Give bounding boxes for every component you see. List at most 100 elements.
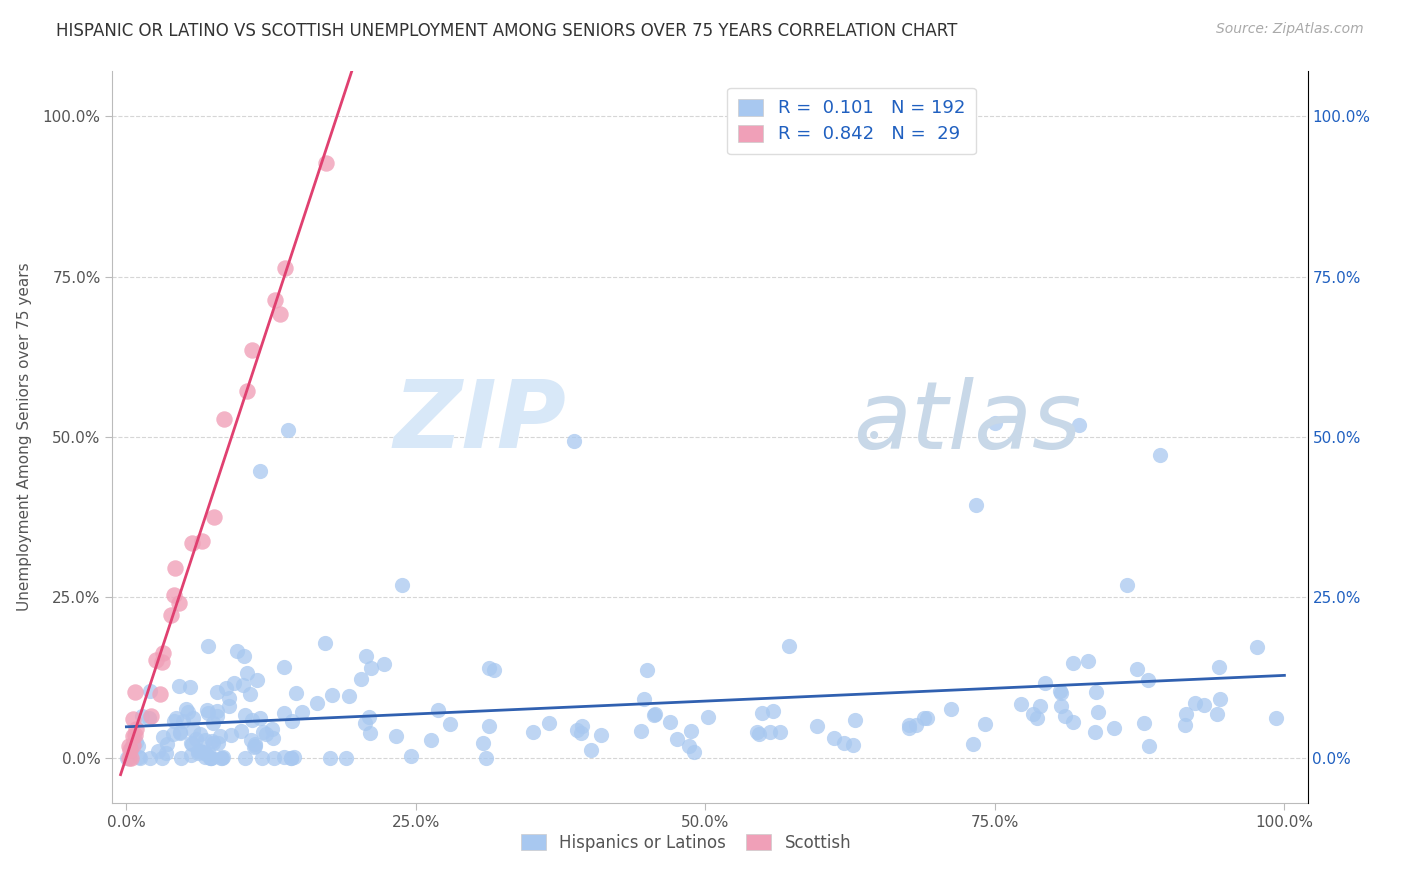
Point <box>904 718 927 732</box>
Point <box>965 498 987 512</box>
Point <box>1116 578 1139 592</box>
Point <box>349 672 371 686</box>
Point <box>163 714 186 728</box>
Point <box>150 655 173 669</box>
Point <box>118 751 141 765</box>
Point <box>187 747 209 761</box>
Point <box>249 464 271 478</box>
Point <box>180 747 202 762</box>
Point <box>1033 675 1056 690</box>
Point <box>120 741 142 756</box>
Text: ZIP: ZIP <box>394 376 567 468</box>
Point <box>180 736 202 750</box>
Point <box>198 747 221 761</box>
Point <box>118 742 141 756</box>
Point <box>145 653 167 667</box>
Point <box>202 509 225 524</box>
Point <box>219 729 242 743</box>
Point <box>898 717 921 731</box>
Point <box>117 739 139 754</box>
Point <box>208 729 231 743</box>
Point <box>748 727 770 741</box>
Point <box>385 729 408 743</box>
Point <box>200 751 222 765</box>
Point <box>1137 739 1160 753</box>
Point <box>152 646 174 660</box>
Point <box>305 696 328 710</box>
Point <box>984 417 1007 431</box>
Point <box>1062 656 1084 670</box>
Point <box>1050 698 1073 713</box>
Point <box>254 727 277 741</box>
Point <box>163 588 186 602</box>
Point <box>207 704 229 718</box>
Point <box>666 732 689 747</box>
Point <box>321 688 343 702</box>
Point <box>678 739 700 753</box>
Point <box>167 679 190 693</box>
Point <box>197 706 219 720</box>
Point <box>823 731 845 746</box>
Point <box>806 718 828 732</box>
Point <box>832 736 855 750</box>
Point <box>1062 715 1084 730</box>
Point <box>202 736 225 750</box>
Point <box>174 702 197 716</box>
Point <box>478 661 501 675</box>
Point <box>477 719 499 733</box>
Point <box>252 724 274 739</box>
Point <box>260 722 283 736</box>
Point <box>269 307 291 321</box>
Point <box>250 751 273 765</box>
Point <box>391 578 413 592</box>
Point <box>139 751 162 765</box>
Point <box>243 739 266 754</box>
Point <box>1184 696 1206 710</box>
Point <box>273 750 295 764</box>
Point <box>181 723 204 737</box>
Point <box>579 743 602 757</box>
Point <box>187 744 209 758</box>
Point <box>156 738 179 752</box>
Point <box>209 751 232 765</box>
Point <box>172 714 194 728</box>
Point <box>233 707 256 722</box>
Point <box>1192 698 1215 712</box>
Point <box>273 706 295 720</box>
Point <box>571 719 593 733</box>
Point <box>201 734 224 748</box>
Point <box>315 155 337 169</box>
Point <box>280 751 302 765</box>
Point <box>1010 697 1032 711</box>
Point <box>150 751 173 765</box>
Point <box>285 686 308 700</box>
Point <box>176 705 198 719</box>
Point <box>212 749 235 764</box>
Point <box>139 709 162 723</box>
Point <box>205 709 228 723</box>
Point <box>643 707 665 722</box>
Point <box>1050 686 1073 700</box>
Point <box>243 737 266 751</box>
Point <box>636 663 658 677</box>
Point <box>359 710 381 724</box>
Point <box>249 711 271 725</box>
Point <box>191 745 214 759</box>
Point <box>844 713 866 727</box>
Point <box>659 715 682 730</box>
Point <box>1173 718 1195 732</box>
Point <box>236 384 259 399</box>
Point <box>1246 640 1268 654</box>
Point <box>262 731 284 745</box>
Point <box>696 710 718 724</box>
Point <box>356 648 378 663</box>
Point <box>191 534 214 549</box>
Point <box>373 657 395 671</box>
Point <box>128 749 150 764</box>
Text: •: • <box>866 423 882 451</box>
Point <box>644 707 666 722</box>
Point <box>354 715 377 730</box>
Point <box>120 751 142 765</box>
Point <box>211 751 233 765</box>
Point <box>263 293 285 307</box>
